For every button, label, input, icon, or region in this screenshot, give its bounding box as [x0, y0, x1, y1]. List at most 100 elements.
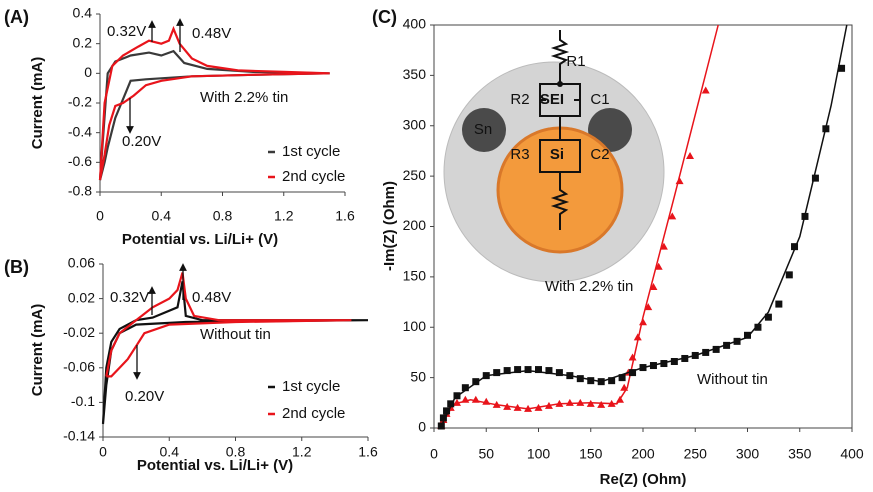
legend-label: 2nd cycle	[282, 168, 345, 185]
point	[524, 366, 532, 374]
point	[744, 331, 751, 339]
point	[723, 341, 731, 349]
y-tick-label: 400	[403, 16, 427, 32]
y-tick-label: 0	[418, 419, 426, 435]
point	[659, 242, 668, 250]
y-tick-label: 0.02	[68, 289, 95, 305]
point	[503, 367, 511, 375]
point	[628, 353, 637, 361]
x-tick-label: 0.8	[226, 444, 246, 460]
series-label: With 2.2% tin	[545, 278, 633, 295]
annotation: 0.20V	[125, 388, 164, 405]
x-tick-label: 1.6	[358, 444, 378, 460]
y-tick-label: 250	[403, 167, 427, 183]
series-line	[105, 272, 352, 378]
legend-label: 1st cycle	[282, 378, 340, 395]
inset-label: Sn	[474, 121, 492, 138]
x-tick-label: 100	[527, 446, 551, 462]
legend-label: 2nd cycle	[282, 405, 345, 422]
x-axis-title: Potential vs. Li/Li+ (V)	[122, 231, 278, 248]
y-tick-label: 0	[84, 64, 92, 80]
point	[654, 262, 663, 270]
series-line	[98, 25, 330, 181]
point	[576, 375, 584, 383]
y-tick-label: 300	[403, 116, 427, 132]
x-axis-title: Potential vs. Li/Li+ (V)	[137, 457, 293, 474]
y-tick-label: 50	[410, 368, 426, 384]
x-tick-label: 1.6	[335, 208, 355, 224]
point	[649, 282, 658, 290]
y-tick-label: -0.02	[63, 324, 95, 340]
point	[597, 400, 606, 408]
x-tick-label: 50	[478, 446, 494, 462]
point	[447, 400, 455, 408]
point	[493, 369, 501, 377]
x-tick-label: 400	[840, 446, 864, 462]
y-tick-label: 200	[403, 217, 427, 233]
y-tick-label: -0.2	[68, 94, 92, 110]
x-tick-label: 0.8	[213, 208, 233, 224]
point	[461, 384, 469, 392]
y-tick-label: -0.14	[63, 428, 95, 444]
panel-title: (C)	[372, 7, 397, 27]
y-tick-label: -0.4	[68, 123, 92, 139]
point	[668, 212, 677, 220]
inset-label: C1	[590, 91, 609, 108]
y-tick-label: 100	[403, 318, 427, 334]
point	[701, 86, 710, 94]
y-axis-title: Current (mA)	[29, 57, 46, 150]
y-tick-label: 0.2	[73, 34, 93, 50]
point	[764, 313, 772, 321]
inset-label: C2	[590, 146, 609, 163]
y-tick-label: -0.6	[68, 153, 92, 169]
x-tick-label: 300	[736, 446, 760, 462]
x-tick-label: 0	[430, 446, 438, 462]
series-line	[98, 49, 330, 181]
point	[629, 369, 637, 377]
annotation: With 2.2% tin	[200, 89, 288, 106]
y-tick-label: -0.1	[71, 393, 95, 409]
panel-title: (B)	[4, 257, 29, 277]
point	[644, 303, 653, 311]
point	[535, 366, 542, 374]
point	[545, 367, 553, 375]
y-tick-label: -0.8	[68, 183, 92, 199]
point	[555, 369, 563, 377]
inset-label: Si	[550, 146, 564, 163]
point	[514, 366, 522, 374]
x-tick-label: 350	[788, 446, 812, 462]
annotation: 0.48V	[192, 289, 231, 306]
annotation: Without tin	[200, 326, 271, 343]
inset-schematic	[443, 30, 665, 283]
y-tick-label: -0.06	[63, 359, 95, 375]
point	[587, 377, 595, 385]
panel-title: (A)	[4, 7, 29, 27]
inset-label: R2	[510, 91, 529, 108]
point	[712, 345, 720, 353]
inset-label: R3	[510, 146, 529, 163]
annotation: 0.32V	[110, 289, 149, 306]
point	[565, 398, 574, 406]
x-tick-label: 200	[631, 446, 655, 462]
x-tick-label: 0	[99, 444, 107, 460]
point	[811, 174, 819, 182]
point	[670, 358, 678, 366]
x-tick-label: 1.2	[274, 208, 294, 224]
x-tick-label: 1.2	[292, 444, 312, 460]
inset-label: R1	[566, 53, 585, 70]
annotation: 0.48V	[192, 25, 231, 42]
point	[608, 377, 616, 385]
y-tick-label: 0.4	[73, 5, 93, 21]
y-axis-title: Current (mA)	[29, 304, 46, 397]
point	[754, 323, 762, 331]
x-tick-label: 0.4	[160, 444, 180, 460]
series-line	[439, 24, 719, 429]
point	[472, 378, 480, 386]
point	[686, 151, 695, 159]
y-tick-label: 0.06	[68, 255, 95, 271]
annotation: 0.20V	[122, 133, 161, 150]
x-tick-label: 0	[96, 208, 104, 224]
y-tick-label: 350	[403, 66, 427, 82]
x-tick-label: 250	[684, 446, 708, 462]
